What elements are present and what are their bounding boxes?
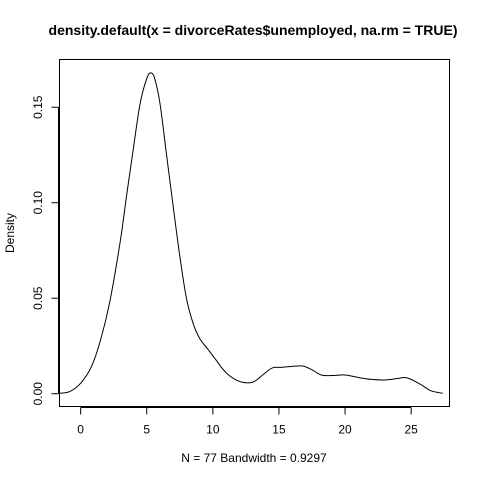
y-tick-label: 0.00 — [31, 382, 45, 406]
x-tick-label: 20 — [338, 423, 352, 437]
y-axis-label: Density — [3, 213, 17, 253]
chart-title: density.default(x = divorceRates$unemplo… — [49, 22, 458, 38]
x-tick-label: 0 — [77, 423, 84, 437]
x-tick-label: 10 — [206, 423, 220, 437]
y-tick-label: 0.15 — [31, 95, 45, 119]
x-axis-label: N = 77 Bandwidth = 0.9297 — [181, 451, 327, 465]
y-tick-label: 0.05 — [31, 286, 45, 310]
y-tick-label: 0.10 — [31, 191, 45, 215]
x-axis: 0 5 10 15 20 25 — [77, 407, 418, 437]
y-axis: 0.00 0.05 0.10 0.15 — [31, 95, 59, 405]
density-curve — [59, 72, 443, 394]
x-tick-label: 15 — [272, 423, 286, 437]
x-tick-label: 5 — [143, 423, 150, 437]
x-tick-label: 25 — [404, 423, 418, 437]
plot-frame — [59, 59, 450, 407]
